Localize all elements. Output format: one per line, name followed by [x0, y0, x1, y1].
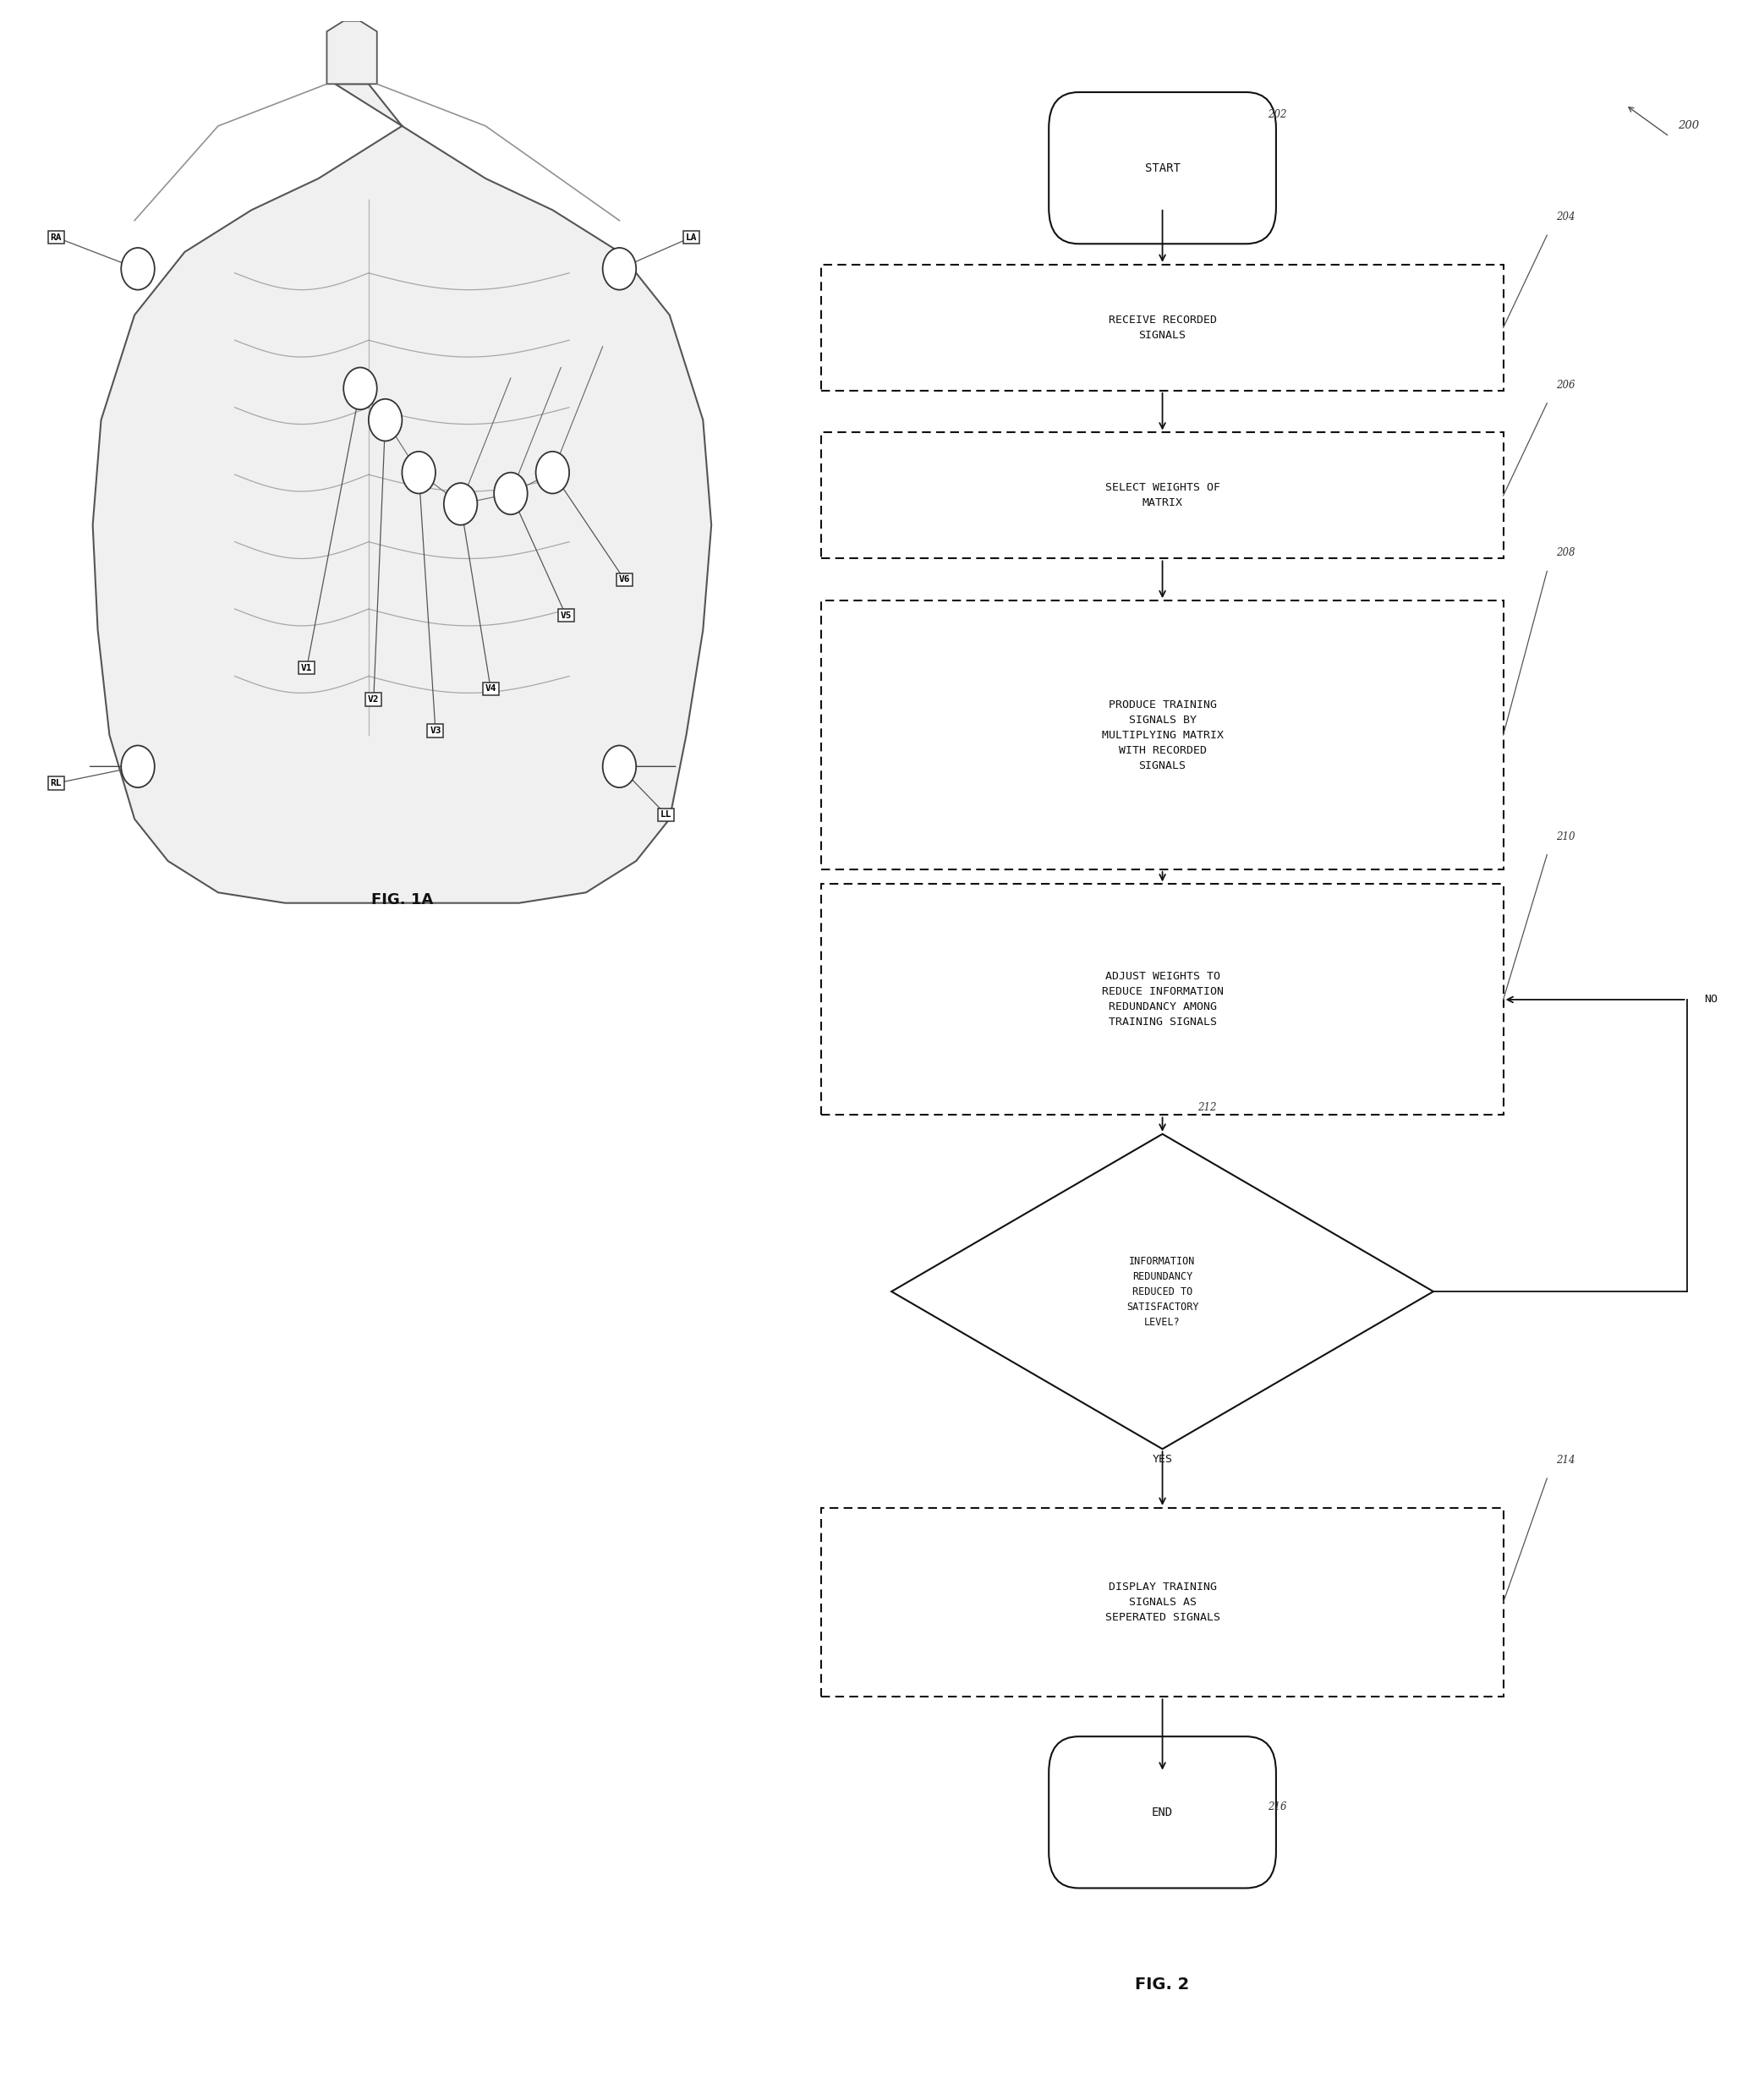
- Polygon shape: [327, 21, 378, 84]
- Text: SELECT WEIGHTS OF
MATRIX: SELECT WEIGHTS OF MATRIX: [1105, 483, 1220, 508]
- Circle shape: [121, 248, 154, 290]
- Polygon shape: [891, 1134, 1433, 1449]
- Circle shape: [495, 473, 528, 515]
- Text: LL: LL: [661, 811, 671, 819]
- Circle shape: [537, 452, 570, 494]
- Circle shape: [121, 746, 154, 788]
- Text: INFORMATION
REDUNDANCY
REDUCED TO
SATISFACTORY
LEVEL?: INFORMATION REDUNDANCY REDUCED TO SATISF…: [1126, 1256, 1199, 1327]
- FancyBboxPatch shape: [1049, 92, 1276, 244]
- Text: V4: V4: [484, 685, 496, 693]
- Circle shape: [444, 483, 477, 525]
- Text: DISPLAY TRAINING
SIGNALS AS
SEPERATED SIGNALS: DISPLAY TRAINING SIGNALS AS SEPERATED SI…: [1105, 1581, 1220, 1623]
- Text: RL: RL: [51, 779, 61, 788]
- Circle shape: [344, 368, 378, 410]
- Text: START: START: [1145, 162, 1180, 174]
- Circle shape: [402, 452, 435, 494]
- Text: LA: LA: [685, 233, 697, 242]
- Text: 214: 214: [1556, 1455, 1575, 1466]
- Circle shape: [603, 746, 636, 788]
- Bar: [822, 601, 1503, 869]
- Text: V3: V3: [430, 727, 440, 735]
- Text: 208: 208: [1556, 548, 1575, 559]
- Text: V1: V1: [301, 664, 313, 672]
- Text: FIG. 1A: FIG. 1A: [371, 892, 434, 907]
- Text: V6: V6: [619, 575, 629, 584]
- Text: END: END: [1152, 1806, 1173, 1819]
- Polygon shape: [93, 84, 711, 903]
- Text: RECEIVE RECORDED
SIGNALS: RECEIVE RECORDED SIGNALS: [1108, 315, 1217, 340]
- Circle shape: [603, 248, 636, 290]
- Text: ADJUST WEIGHTS TO
REDUCE INFORMATION
REDUNDANCY AMONG
TRAINING SIGNALS: ADJUST WEIGHTS TO REDUCE INFORMATION RED…: [1101, 972, 1224, 1027]
- Text: 216: 216: [1267, 1802, 1287, 1812]
- Text: 210: 210: [1556, 832, 1575, 842]
- Bar: [822, 265, 1503, 391]
- Text: 204: 204: [1556, 212, 1575, 223]
- Bar: [822, 433, 1503, 559]
- Circle shape: [369, 399, 402, 441]
- FancyBboxPatch shape: [1049, 1737, 1276, 1888]
- Text: PRODUCE TRAINING
SIGNALS BY
MULTIPLYING MATRIX
WITH RECORDED
SIGNALS: PRODUCE TRAINING SIGNALS BY MULTIPLYING …: [1101, 699, 1224, 771]
- Text: YES: YES: [1152, 1453, 1173, 1466]
- Text: RA: RA: [51, 233, 61, 242]
- Bar: [822, 884, 1503, 1115]
- Text: 212: 212: [1197, 1102, 1217, 1113]
- Text: 202: 202: [1267, 109, 1287, 120]
- Text: V2: V2: [367, 695, 379, 704]
- Text: V5: V5: [559, 611, 572, 620]
- Text: NO: NO: [1704, 993, 1718, 1006]
- Text: 200: 200: [1678, 120, 1699, 132]
- Bar: [822, 1508, 1503, 1697]
- Text: FIG. 2: FIG. 2: [1134, 1976, 1190, 1993]
- Text: 206: 206: [1556, 380, 1575, 391]
